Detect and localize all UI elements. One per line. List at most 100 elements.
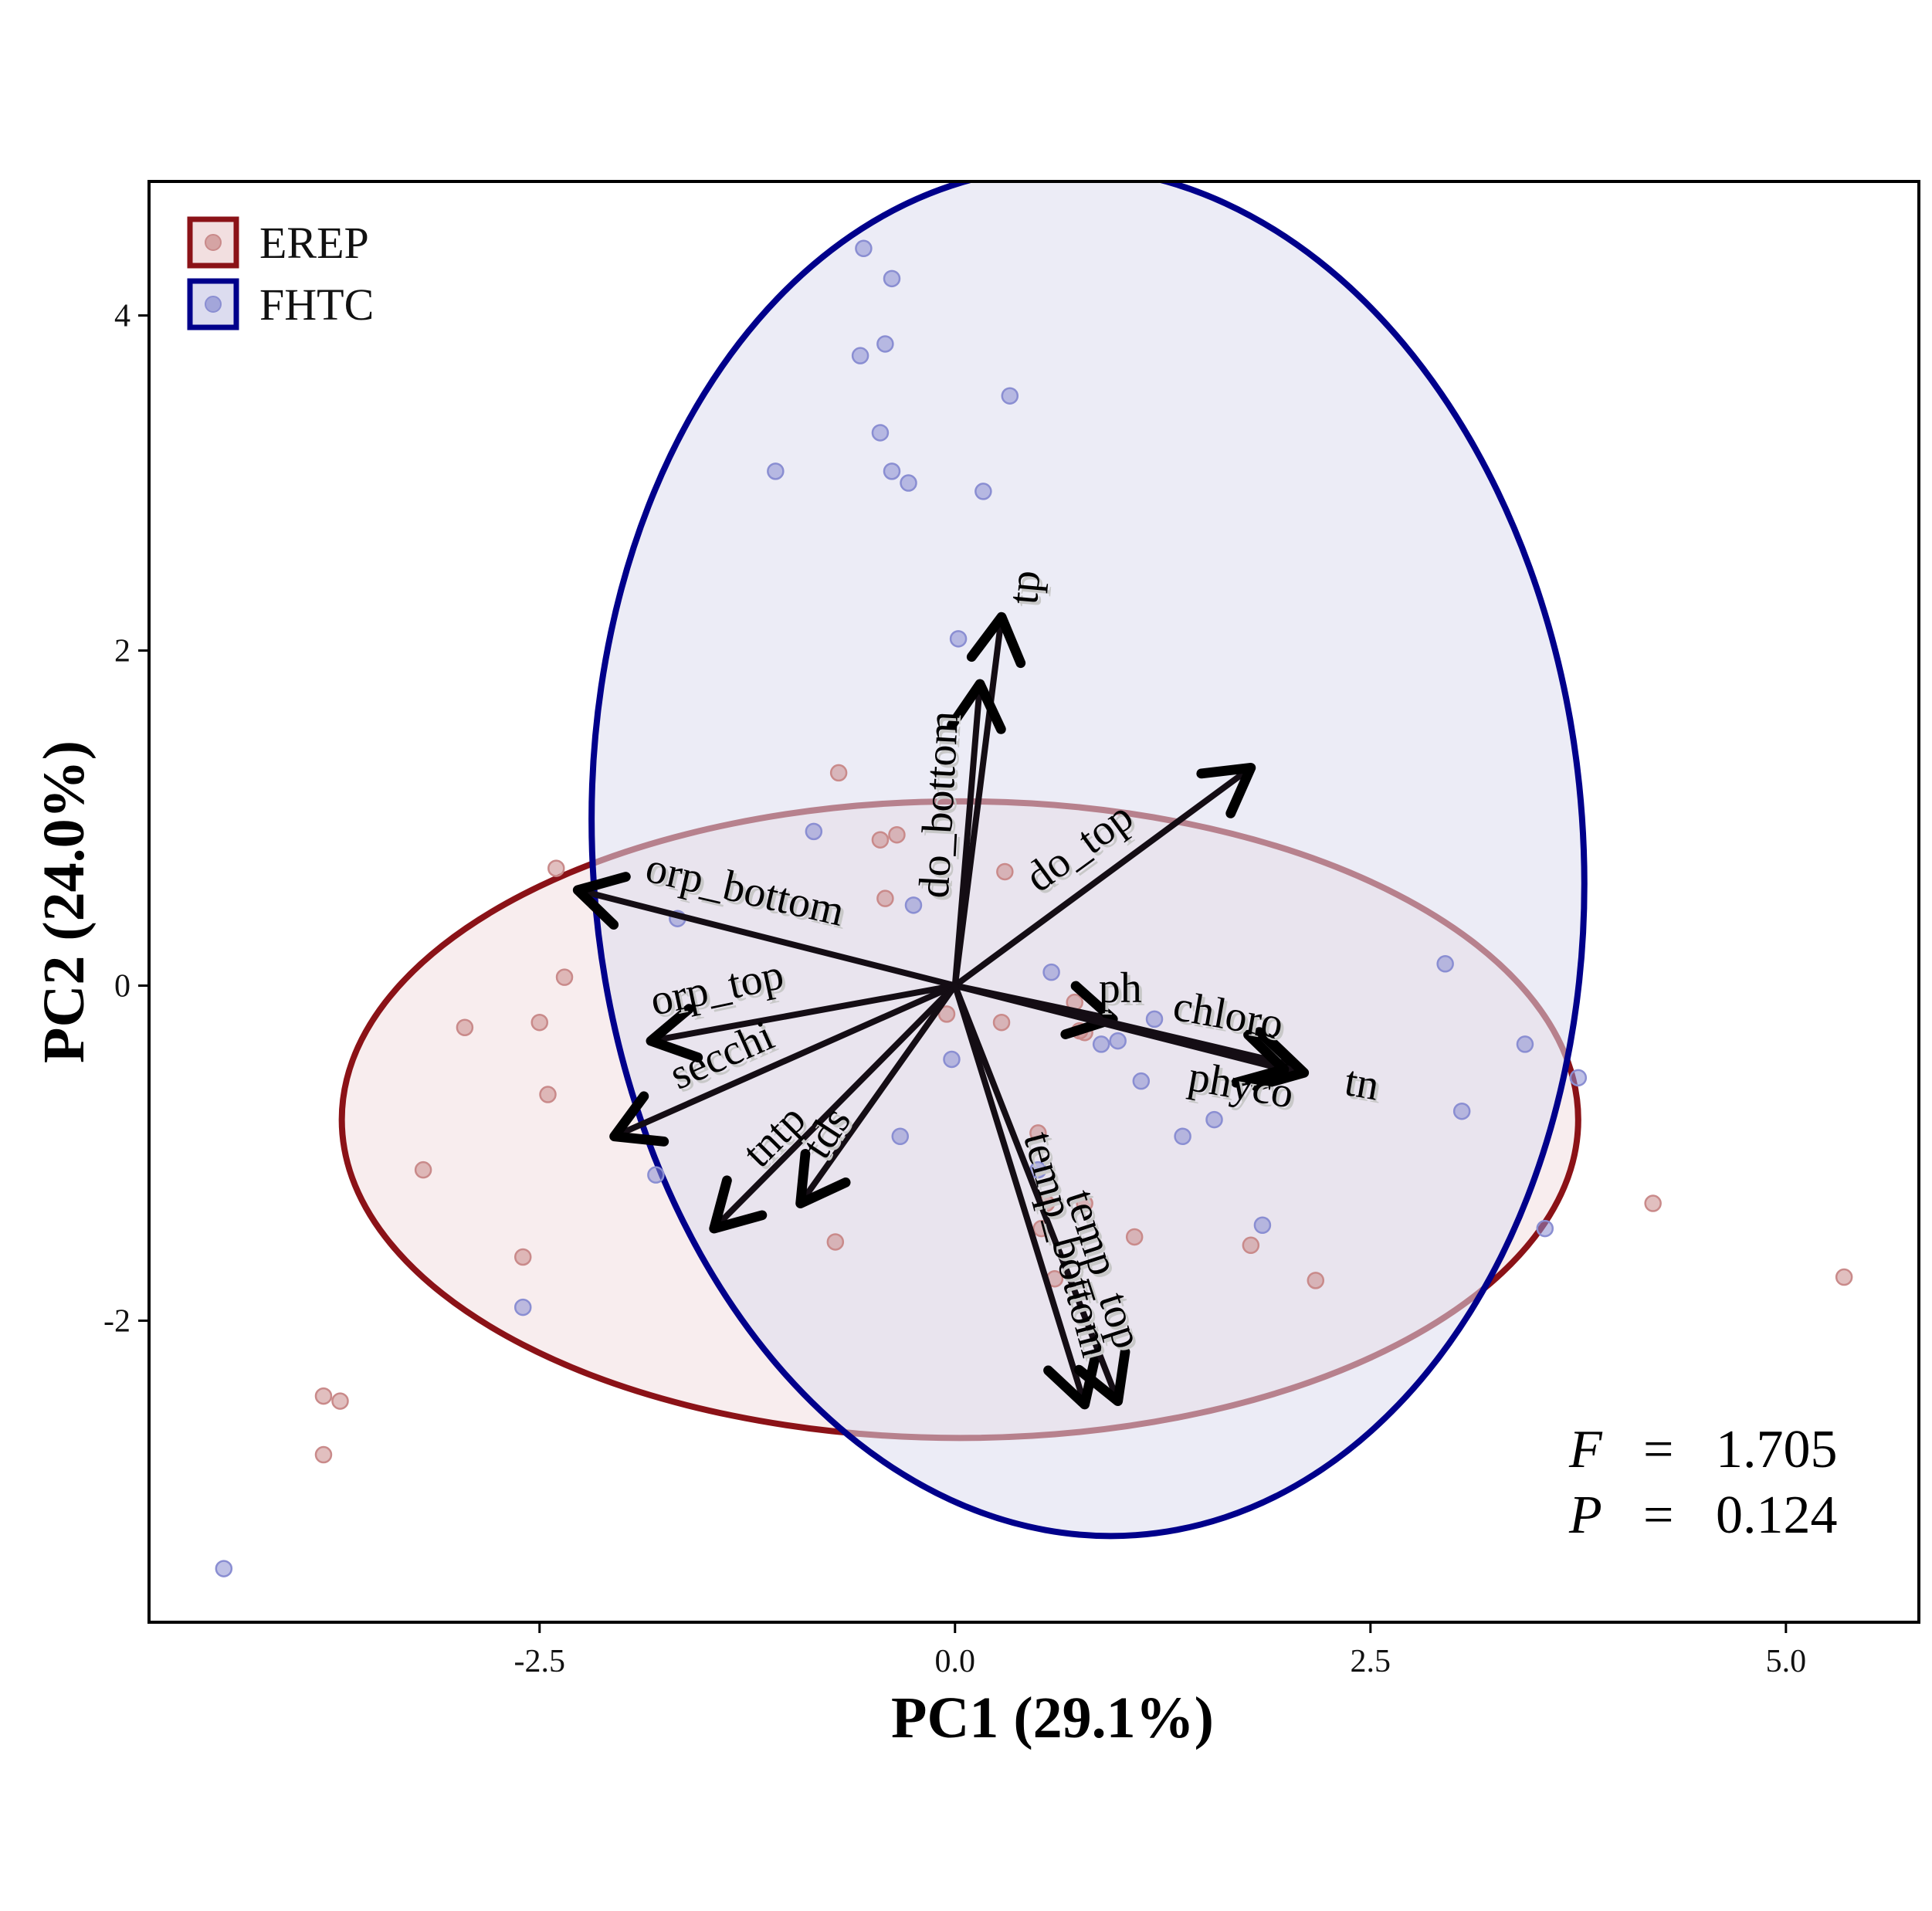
data-point-fhtc — [855, 239, 873, 258]
data-point-fhtc — [805, 822, 823, 841]
data-point-fhtc — [904, 896, 923, 914]
loading-arrow-phyco — [951, 982, 1290, 1088]
stat-label-p: P — [1568, 1486, 1602, 1545]
y-tick-label: 4 — [114, 299, 130, 334]
loading-label-shadow: tp — [1002, 571, 1053, 609]
legend: EREP FHTC — [187, 216, 374, 330]
plot-panel-border — [147, 180, 1920, 1624]
stats-annotation: F = 1.705 P = 0.124 — [1568, 1420, 1838, 1545]
data-point-erep — [314, 1387, 333, 1405]
x-tick-label: 0.0 — [935, 1644, 976, 1679]
legend-label-erep: EREP — [259, 218, 369, 268]
data-point-erep — [1125, 1228, 1144, 1246]
data-point-erep — [530, 1013, 548, 1032]
data-point-fhtc — [1109, 1032, 1127, 1050]
x-axis-title: PC1 (29.1%) — [891, 1686, 1214, 1750]
legend-point-erep — [205, 234, 222, 251]
data-point-erep — [888, 825, 906, 844]
loading-arrow-do-bottom — [947, 679, 1006, 989]
data-point-erep — [1076, 1023, 1093, 1042]
stat-equals: = — [1643, 1486, 1673, 1545]
data-point-erep — [1307, 1272, 1325, 1289]
data-point-erep — [1242, 1236, 1260, 1255]
data-point-fhtc — [1569, 1069, 1588, 1087]
y-tick-label: 2 — [114, 634, 130, 669]
data-point-fhtc — [900, 474, 917, 492]
loading-label-ph: ph — [1099, 964, 1142, 1012]
loading-arrow-do-top — [951, 763, 1256, 989]
loading-label-do-bottom: do_bottom — [910, 710, 968, 900]
x-tick-label: 5.0 — [1766, 1644, 1807, 1679]
data-point-erep — [456, 1018, 474, 1036]
data-point-erep — [555, 968, 574, 986]
data-point-erep — [992, 1013, 1011, 1032]
data-point-erep — [871, 831, 890, 849]
stat-equals: = — [1643, 1420, 1673, 1479]
x-tick-label: -2.5 — [514, 1644, 565, 1679]
loading-label-shadow: ph — [1102, 967, 1145, 1015]
y-tick-label: 0 — [114, 968, 130, 1004]
data-point-fhtc — [851, 347, 869, 364]
data-point-erep — [876, 889, 894, 907]
y-tick-label: -2 — [103, 1303, 130, 1339]
data-point-fhtc — [1452, 1102, 1471, 1120]
loading-arrow-orp-top — [646, 982, 958, 1062]
data-point-fhtc — [949, 630, 968, 648]
data-point-erep — [314, 1445, 333, 1464]
legend-label-fhtc: FHTC — [259, 280, 374, 330]
data-point-fhtc — [767, 463, 785, 480]
data-point-fhtc — [1536, 1219, 1554, 1238]
data-point-erep — [937, 1005, 956, 1023]
data-point-fhtc — [883, 269, 901, 288]
data-point-fhtc — [883, 463, 901, 480]
data-point-erep — [1835, 1268, 1853, 1286]
data-point-fhtc — [1001, 387, 1019, 405]
data-point-fhtc — [1253, 1216, 1272, 1235]
loading-arrow-tntp — [709, 982, 958, 1234]
stat-value-p: 0.124 — [1716, 1486, 1838, 1545]
data-point-fhtc — [215, 1560, 233, 1577]
data-point-erep — [1076, 1194, 1093, 1212]
data-point-fhtc — [1436, 955, 1454, 973]
data-point-fhtc — [514, 1298, 532, 1316]
data-point-erep — [414, 1160, 432, 1179]
data-point-erep — [829, 764, 848, 782]
data-point-erep — [539, 1086, 557, 1103]
loading-arrow-temp-top — [951, 982, 1130, 1406]
data-point-fhtc — [1145, 1010, 1164, 1028]
data-point-erep — [1644, 1194, 1662, 1212]
data-point-fhtc — [1516, 1035, 1534, 1053]
legend-swatch-fhtc — [187, 278, 239, 330]
y-axis-title: PC2 (24.0%) — [32, 740, 97, 1063]
data-point-erep — [331, 1392, 349, 1410]
data-point-fhtc — [1174, 1127, 1191, 1146]
data-point-fhtc — [1042, 963, 1060, 981]
loading-arrow-orp-bottom — [572, 872, 958, 989]
data-point-fhtc — [1205, 1110, 1223, 1129]
legend-swatch-erep — [187, 216, 239, 269]
data-point-fhtc — [891, 1127, 910, 1146]
data-point-erep — [996, 862, 1014, 881]
data-point-fhtc — [1132, 1072, 1151, 1090]
loading-arrow-tds — [795, 982, 958, 1208]
data-point-fhtc — [1092, 1035, 1110, 1053]
loading-label-tn: tn — [1341, 1057, 1383, 1110]
loading-label-tp: tp — [999, 568, 1050, 606]
loading-label-shadow: tn — [1344, 1060, 1386, 1113]
data-point-erep — [514, 1248, 532, 1266]
data-point-erep — [1029, 1124, 1047, 1142]
legend-point-fhtc — [205, 296, 222, 313]
loading-label-shadow: do_bottom — [913, 713, 971, 903]
data-point-fhtc — [876, 335, 894, 353]
stat-value-f: 1.705 — [1716, 1420, 1838, 1479]
data-point-erep — [826, 1233, 845, 1251]
loading-arrow-secchi — [609, 982, 958, 1147]
data-point-fhtc — [943, 1050, 961, 1069]
data-point-fhtc — [871, 424, 890, 442]
stat-label-f: F — [1568, 1420, 1603, 1479]
data-point-erep — [547, 859, 565, 877]
data-point-fhtc — [647, 1166, 665, 1184]
loading-arrow-temp-bottom — [951, 982, 1101, 1410]
x-tick-label: 2.5 — [1351, 1644, 1391, 1679]
